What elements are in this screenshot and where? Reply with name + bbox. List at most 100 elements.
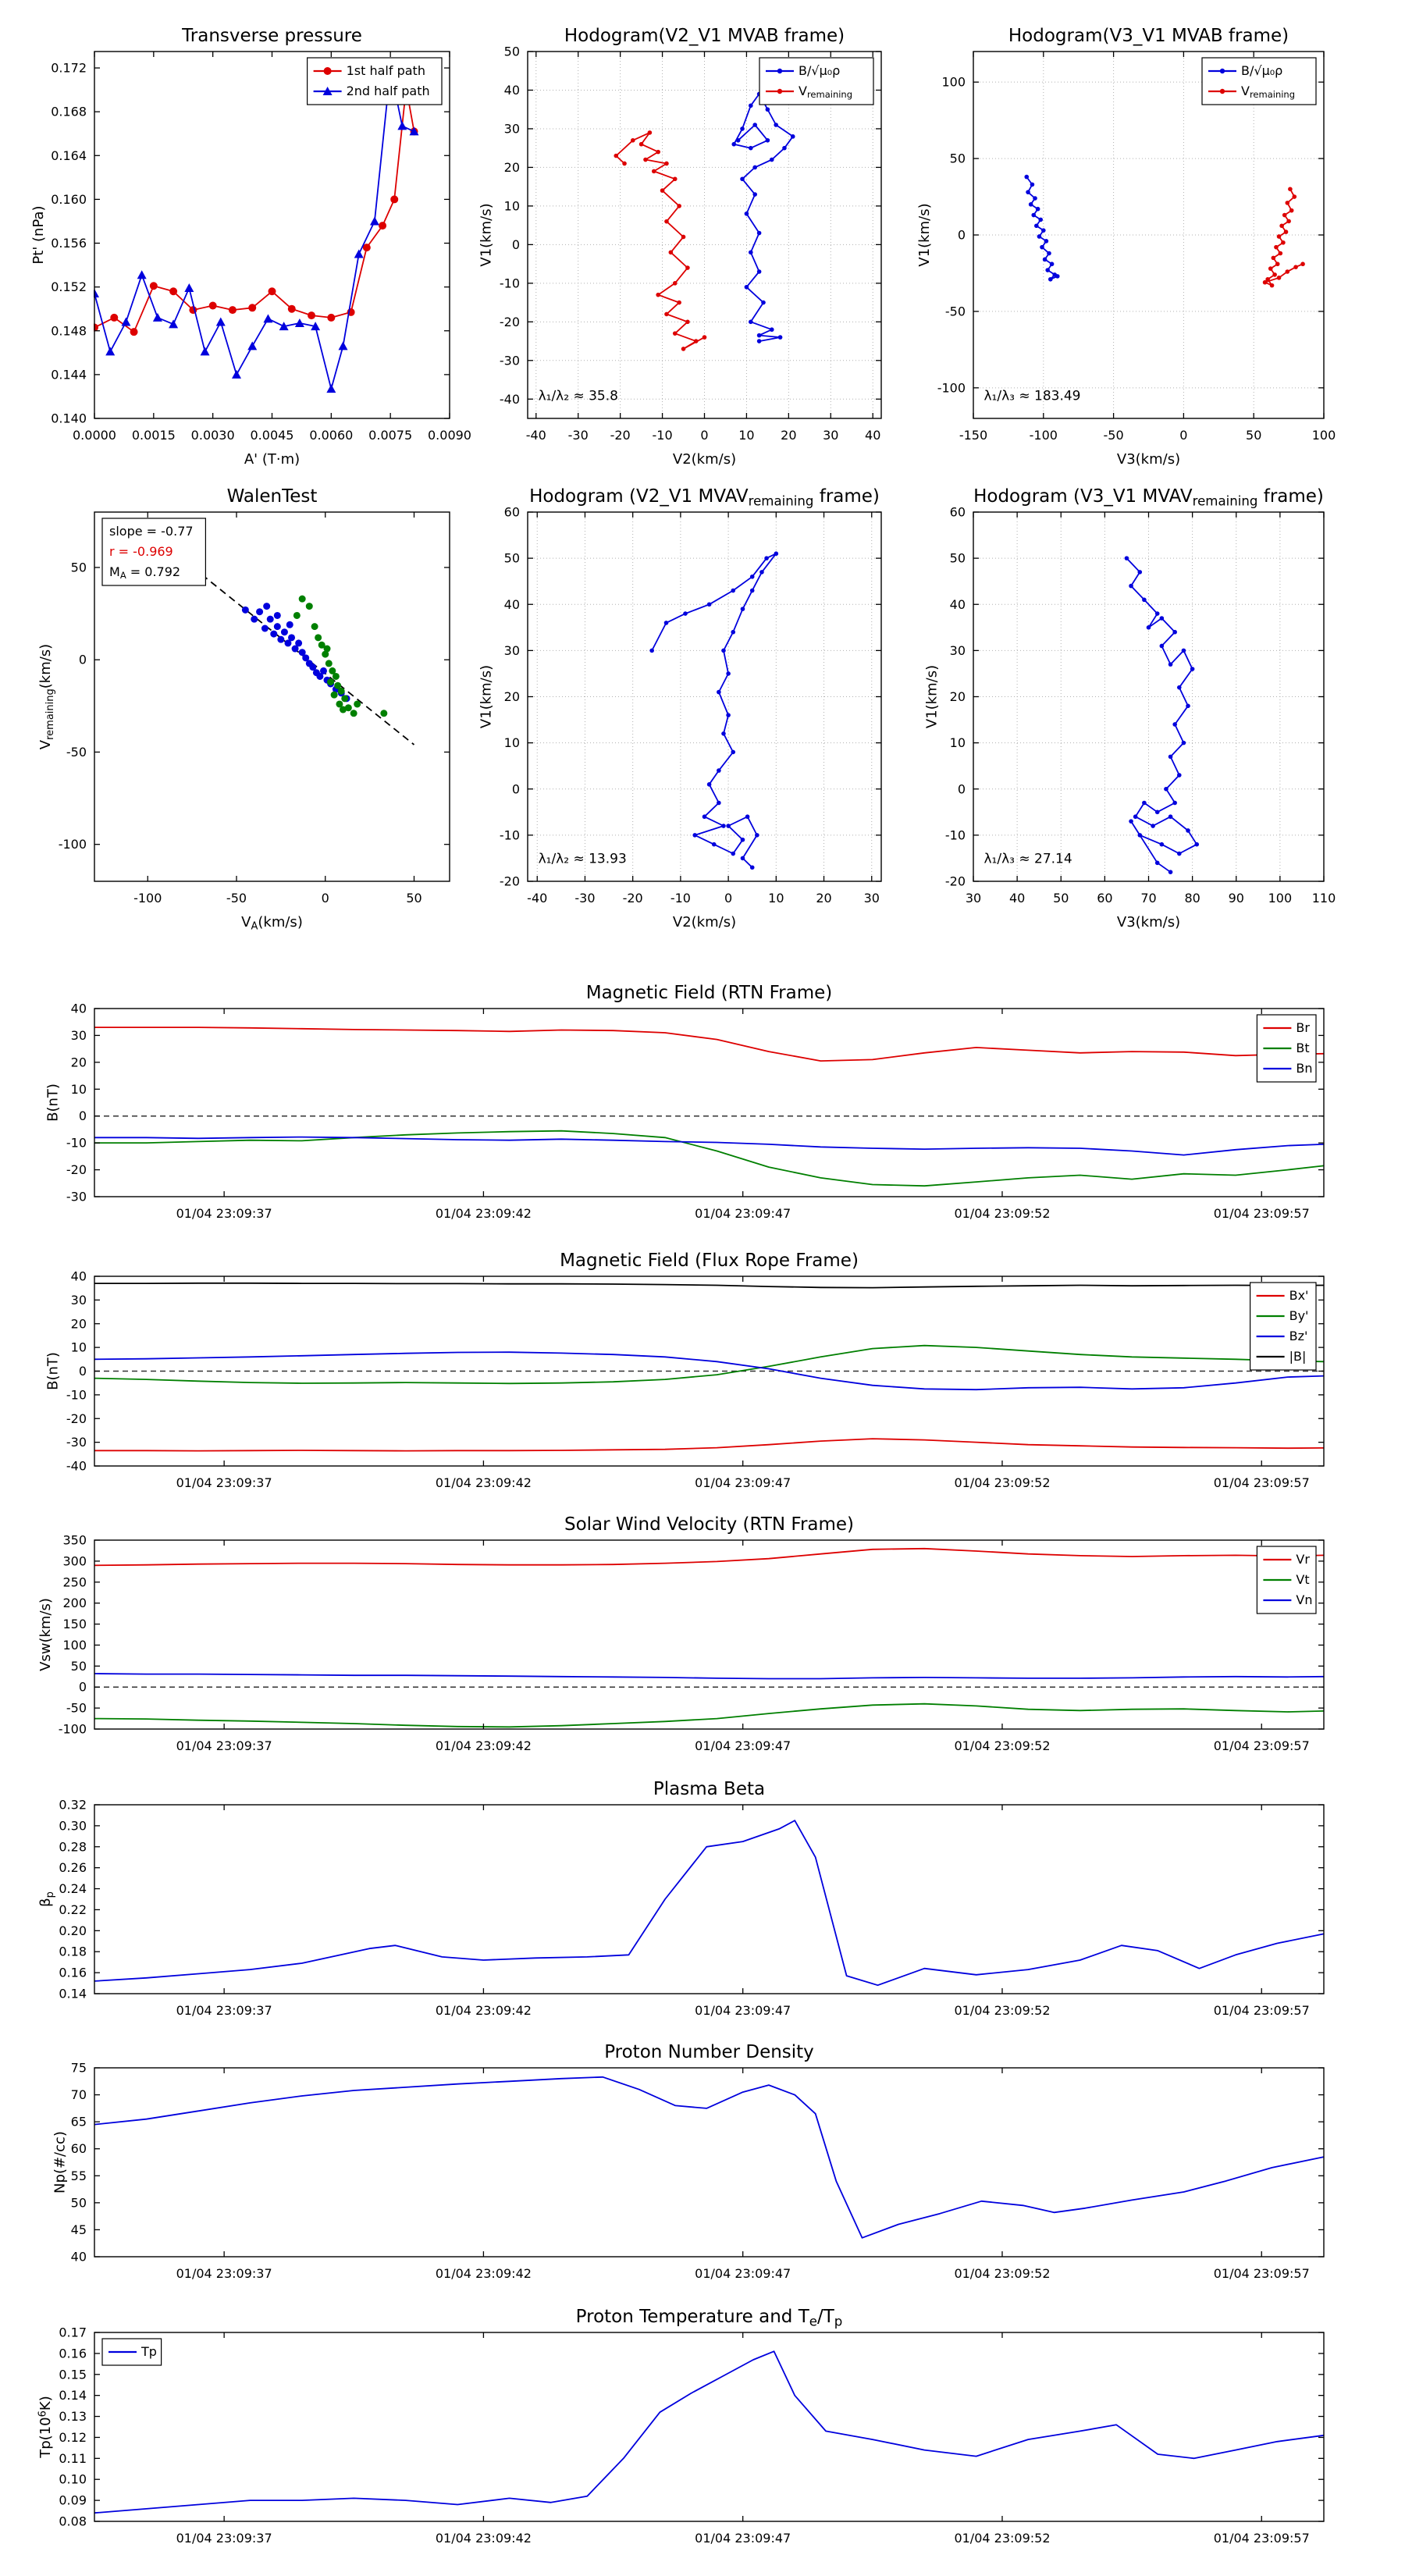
svg-text:40: 40 <box>71 2250 87 2265</box>
svg-text:Hodogram(V2_V1 MVAB frame): Hodogram(V2_V1 MVAB frame) <box>564 26 845 46</box>
svg-text:50: 50 <box>950 151 966 166</box>
svg-text:0.15: 0.15 <box>59 2367 87 2382</box>
svg-text:01/04 23:09:57: 01/04 23:09:57 <box>1214 2003 1310 2018</box>
svg-text:Plasma Beta: Plasma Beta <box>653 1779 765 1799</box>
svg-text:0.32: 0.32 <box>59 1798 87 1813</box>
svg-text:0.12: 0.12 <box>59 2430 87 2445</box>
svg-text:0.148: 0.148 <box>51 323 87 338</box>
svg-text:βp: βp <box>37 1891 56 1907</box>
series-Vn <box>94 1673 1325 1680</box>
svg-text:150: 150 <box>62 1617 87 1631</box>
svg-text:40: 40 <box>504 83 520 98</box>
svg-text:Tp: Tp <box>140 2344 157 2359</box>
svg-text:Bn: Bn <box>1296 1061 1312 1076</box>
svg-text:01/04 23:09:42: 01/04 23:09:42 <box>436 2266 532 2281</box>
svg-text:20: 20 <box>816 891 831 906</box>
svg-text:50: 50 <box>406 891 422 906</box>
svg-text:V2(km/s): V2(km/s) <box>673 914 736 930</box>
svg-text:λ₁/λ₃ ≈ 183.49: λ₁/λ₃ ≈ 183.49 <box>984 389 1080 404</box>
svg-text:0.0000: 0.0000 <box>73 428 116 443</box>
svg-text:40: 40 <box>504 597 520 612</box>
svg-text:01/04 23:09:37: 01/04 23:09:37 <box>176 2003 272 2018</box>
svg-text:0.16: 0.16 <box>59 2346 87 2361</box>
svg-text:slope = -0.77: slope = -0.77 <box>109 524 194 539</box>
svg-text:-40: -40 <box>66 1459 87 1474</box>
series-Tp <box>94 2350 1325 2514</box>
series-Bn <box>94 1136 1325 1156</box>
svg-text:350: 350 <box>62 1533 87 1548</box>
svg-text:Bz': Bz' <box>1289 1329 1308 1343</box>
series-Np <box>94 2076 1325 2239</box>
svg-text:0.10: 0.10 <box>59 2472 87 2487</box>
chart-walen-test: -100 -50 0 50 -100 -50 0 50 WalenTest VA(km/s) Vre… <box>37 486 450 933</box>
svg-text:-30: -30 <box>568 428 589 443</box>
svg-text:30: 30 <box>71 1028 87 1043</box>
svg-text:01/04 23:09:42: 01/04 23:09:42 <box>436 2531 532 2546</box>
svg-text:-10: -10 <box>66 1136 87 1151</box>
svg-text:20: 20 <box>71 1055 87 1069</box>
svg-text:30: 30 <box>950 643 966 658</box>
svg-text:-20: -20 <box>623 891 643 906</box>
svg-text:-40: -40 <box>526 428 546 443</box>
svg-text:75: 75 <box>71 2061 87 2076</box>
svg-text:40: 40 <box>865 428 880 443</box>
svg-text:B/√μ₀ρ: B/√μ₀ρ <box>1241 63 1282 78</box>
svg-text:0.09: 0.09 <box>59 2493 87 2508</box>
chart-hodogram-v3v1-mvav: 30 40 50 60 70 80 90 100 110 -20 -10 0 10 20 30 40 50 60 H… <box>923 486 1336 930</box>
svg-text:20: 20 <box>504 689 520 704</box>
svg-text:30: 30 <box>823 428 838 443</box>
svg-text:Vremaining(km/s): Vremaining(km/s) <box>37 644 56 749</box>
svg-text:0: 0 <box>958 228 966 243</box>
svg-text:90: 90 <box>1229 891 1244 906</box>
svg-text:65: 65 <box>71 2115 87 2129</box>
svg-text:-100: -100 <box>937 380 966 395</box>
chart-hodogram-v3v1-mvab: -150 -100 -50 0 50 100 -100 -50 0 50 100 Hodogram(V… <box>916 26 1336 468</box>
svg-text:-50: -50 <box>226 891 247 906</box>
axes-frame <box>94 2332 1325 2522</box>
svg-text:0.0045: 0.0045 <box>251 428 294 443</box>
svg-text:01/04 23:09:52: 01/04 23:09:52 <box>954 1206 1050 1221</box>
svg-text:V3(km/s): V3(km/s) <box>1117 914 1180 930</box>
svg-text:20: 20 <box>504 160 520 175</box>
series-Bt <box>94 1130 1325 1187</box>
svg-text:01/04 23:09:52: 01/04 23:09:52 <box>954 2531 1050 2546</box>
svg-text:70: 70 <box>1140 891 1156 906</box>
svg-text:40: 40 <box>1009 891 1025 906</box>
svg-text:V1(km/s): V1(km/s) <box>478 665 494 728</box>
series-Vr <box>94 1547 1325 1567</box>
svg-text:0.164: 0.164 <box>51 148 87 163</box>
svg-text:10: 10 <box>768 891 784 906</box>
axes-frame <box>94 1539 1325 1730</box>
svg-text:0.17: 0.17 <box>59 2325 87 2340</box>
svg-text:0.20: 0.20 <box>59 1923 87 1938</box>
svg-text:-100: -100 <box>133 891 162 906</box>
svg-text:Vremaining: Vremaining <box>1241 84 1295 100</box>
svg-text:Proton Temperature and Te/Tp: Proton Temperature and Te/Tp <box>576 2307 843 2329</box>
chart-plasma-beta: 01/04 23:09:37 01/04 23:09:42 01/04 23:09:… <box>37 1779 1325 2018</box>
svg-text:0.26: 0.26 <box>59 1860 87 1875</box>
svg-text:10: 10 <box>738 428 754 443</box>
svg-text:Hodogram (V3_V1 MVAVremaining: Hodogram (V3_V1 MVAVremaining frame) <box>973 486 1324 509</box>
svg-text:Proton Number Density: Proton Number Density <box>604 2042 814 2062</box>
svg-text:01/04 23:09:47: 01/04 23:09:47 <box>695 1475 791 1490</box>
chart-hodogram-v2v1-mvab: -40 -30 -20 -10 0 10 20 30 40 -40 -30 -20 -10 0 10 20 30… <box>478 26 882 468</box>
svg-text:1st half path: 1st half path <box>347 63 425 78</box>
legend-box <box>1201 57 1317 105</box>
svg-text:V1(km/s): V1(km/s) <box>923 665 940 728</box>
series-|B| <box>94 1282 1325 1289</box>
legend-box <box>101 518 206 586</box>
series-Vt <box>94 1703 1325 1728</box>
svg-text:-10: -10 <box>670 891 691 906</box>
svg-text:100: 100 <box>1312 428 1336 443</box>
series-2nd half path <box>94 68 414 390</box>
series-V_remaining path <box>651 553 777 868</box>
svg-text:-50: -50 <box>66 1701 87 1716</box>
svg-text:0.144: 0.144 <box>51 367 87 382</box>
svg-text:V1(km/s): V1(km/s) <box>478 203 494 266</box>
svg-text:V1(km/s): V1(km/s) <box>916 203 933 266</box>
axes-frame <box>94 1008 1325 1197</box>
svg-text:Pt' (nPa): Pt' (nPa) <box>30 205 47 264</box>
series-Bx' <box>94 1438 1325 1452</box>
